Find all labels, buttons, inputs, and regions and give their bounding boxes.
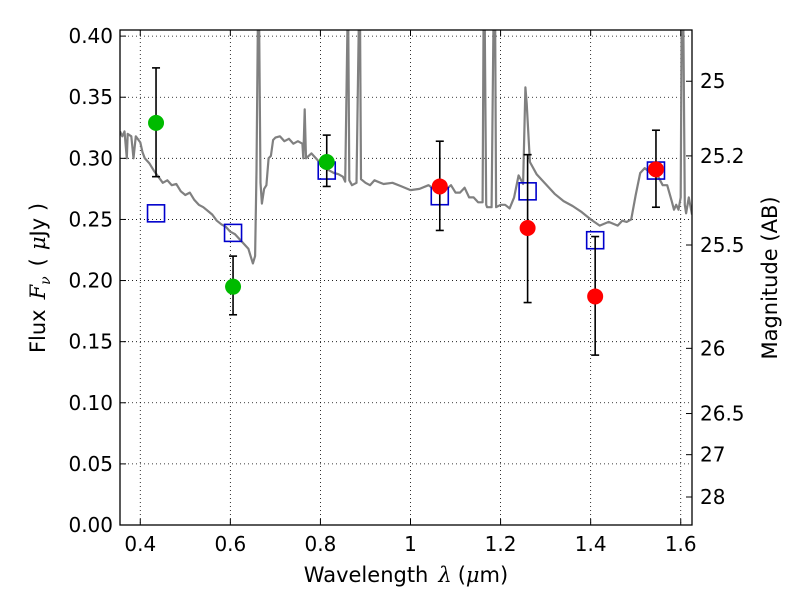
x-tick-label: 1.4 (575, 532, 607, 556)
model-photometry-square (223, 223, 243, 243)
y-tick-label: 0.00 (68, 513, 113, 537)
y2-tick-label: 25 (700, 69, 725, 93)
y-tick-label: 0.30 (68, 146, 113, 170)
x-tick-label: 1.6 (665, 532, 697, 556)
y-tick-label: 0.35 (68, 85, 113, 109)
model-spectrum-line (120, 30, 692, 265)
x-tick-label: 0.6 (214, 532, 246, 556)
x-tick-label: 1 (404, 532, 417, 556)
observed-point (225, 278, 242, 295)
x-tick-label: 1.2 (485, 532, 517, 556)
observed-point (431, 178, 448, 195)
x-axis-label: Wavelength λ (μm) (304, 563, 508, 587)
y2-tick-label: 25.5 (700, 233, 745, 257)
y2-tick-label: 25.2 (700, 144, 745, 168)
spectrum-layer (120, 30, 692, 265)
y-tick-label: 0.10 (68, 391, 113, 415)
ticks: 0.4 0.6 0.8 1 1.2 1.4 1.6 0.00 0.05 0.10 0.15 0.20 0… (68, 24, 744, 556)
y-tick-label: 0.20 (68, 269, 113, 293)
y2-tick-label: 26 (700, 336, 725, 360)
y-axis-label: FluxFν(μJy ) (26, 203, 54, 353)
y-tick-label: 0.05 (68, 452, 113, 476)
y-tick-label: 0.25 (68, 207, 113, 231)
x-tick-label: 0.8 (305, 532, 337, 556)
markers-layer (146, 67, 666, 356)
observed-point (148, 114, 165, 131)
model-photometry-square (146, 204, 166, 223)
x-tick-label: 0.4 (124, 532, 156, 556)
y2-axis-label: Magnitude (AB) (758, 196, 782, 359)
y2-tick-label: 28 (700, 485, 725, 509)
y-tick-label: 0.15 (68, 330, 113, 354)
y2-tick-label: 26.5 (700, 402, 745, 426)
plot-frame (119, 29, 693, 526)
observed-point (519, 220, 536, 236)
observed-point (587, 288, 604, 305)
y2-tick-label: 27 (700, 443, 725, 467)
observed-point (318, 154, 335, 170)
observed-point (647, 161, 664, 178)
y-tick-label: 0.40 (68, 24, 113, 48)
